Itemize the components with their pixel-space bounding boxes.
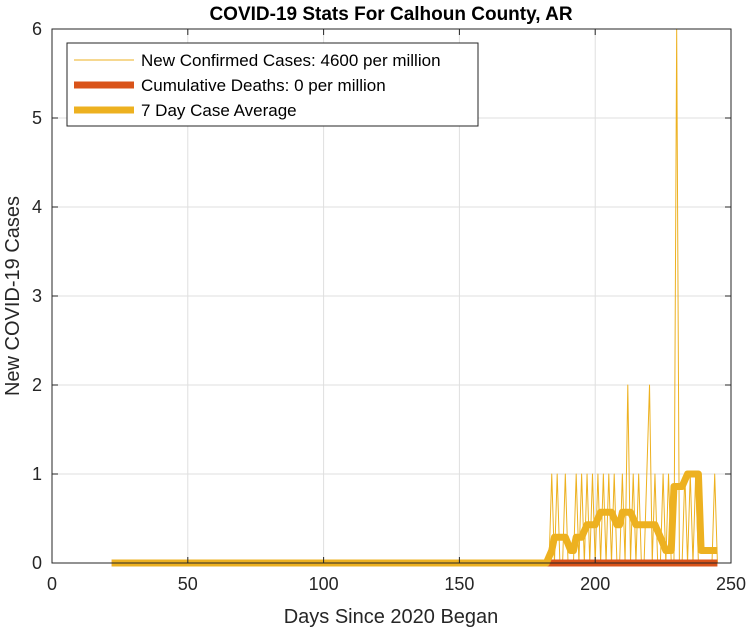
y-tick-label: 4 [32, 197, 42, 217]
legend: New Confirmed Cases: 4600 per million Cum… [66, 42, 479, 127]
y-tick-label: 6 [32, 19, 42, 39]
x-tick-label: 100 [309, 574, 339, 594]
y-tick-label: 2 [32, 375, 42, 395]
y-tick-label: 0 [32, 553, 42, 573]
x-tick-label: 250 [716, 574, 746, 594]
x-tick-label: 200 [580, 574, 610, 594]
x-tick-label: 150 [444, 574, 474, 594]
legend-label-0: New Confirmed Cases: 4600 per million [141, 51, 441, 70]
legend-label-1: Cumulative Deaths: 0 per million [141, 76, 386, 95]
legend-box [66, 42, 479, 127]
x-tick-label: 50 [178, 574, 198, 594]
y-axis-label: New COVID-19 Cases [2, 196, 24, 396]
x-tick-label: 0 [47, 574, 57, 594]
y-tick-label: 5 [32, 108, 42, 128]
y-tick-label: 3 [32, 286, 42, 306]
series-line-2 [111, 470, 718, 567]
x-axis-label: Days Since 2020 Began [284, 606, 499, 628]
legend-label-2: 7 Day Case Average [141, 101, 297, 120]
chart-title: COVID-19 Stats For Calhoun County, AR [209, 4, 572, 25]
y-tick-label: 1 [32, 464, 42, 484]
